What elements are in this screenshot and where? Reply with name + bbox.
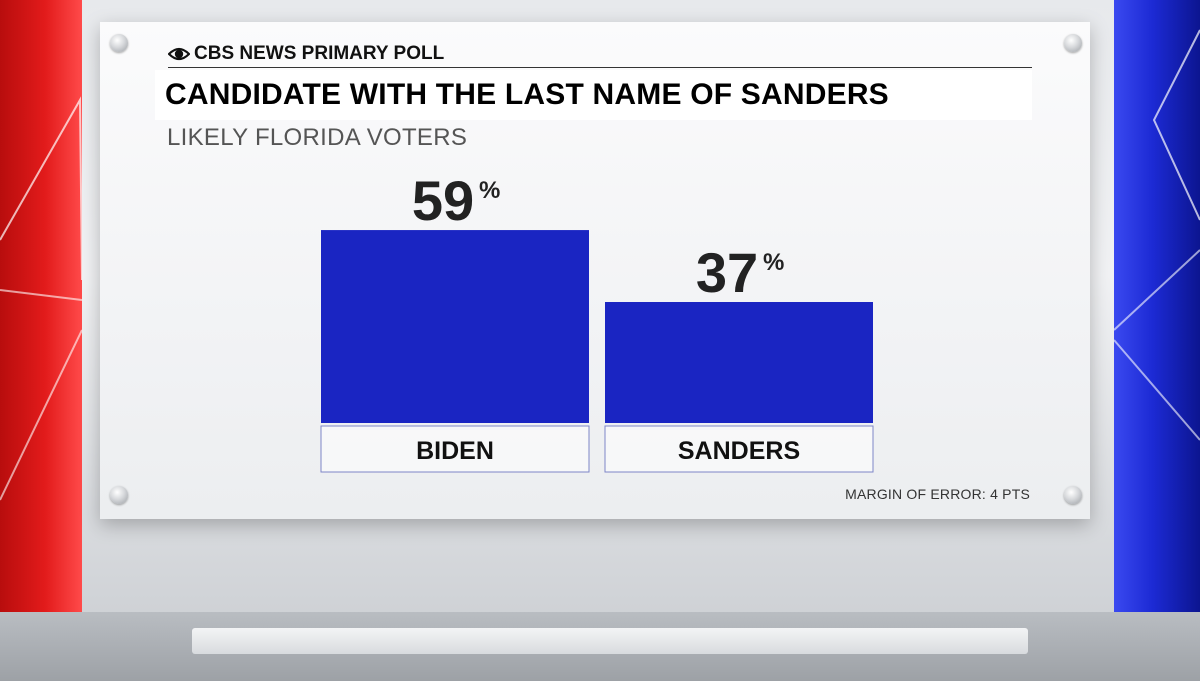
value-label-sanders: 37: [696, 241, 758, 304]
category-box-sanders: [604, 425, 874, 473]
bar-biden: [321, 230, 589, 423]
cbs-eye-icon: [168, 47, 190, 61]
category-label-biden: BIDEN: [416, 437, 494, 465]
value-label-biden: 59: [412, 169, 474, 232]
margin-of-error: MARGIN OF ERROR: 4 PTS: [845, 486, 1030, 502]
screw-icon: [110, 486, 128, 504]
screw-icon: [1064, 486, 1082, 504]
star-outline-icon: [1114, 29, 1200, 441]
title-banner: CANDIDATE WITH THE LAST NAME OF SANDERS: [155, 70, 1032, 120]
red-side-panel: [0, 0, 82, 612]
brand-header: CBS NEWS PRIMARY POLL: [168, 42, 444, 66]
percent-sign-biden: %: [479, 177, 500, 204]
header-divider: [168, 67, 1032, 68]
category-label-sanders: SANDERS: [678, 437, 800, 465]
bar-sanders: [605, 302, 873, 423]
chart-subtitle: LIKELY FLORIDA VOTERS: [167, 124, 468, 151]
studio-ledge: [192, 628, 1028, 654]
percent-sign-sanders: %: [763, 249, 784, 276]
chart-title: CANDIDATE WITH THE LAST NAME OF SANDERS: [165, 78, 889, 111]
blue-side-panel: [1114, 0, 1200, 612]
star-outline-icon: [0, 96, 82, 501]
brand-text: CBS NEWS PRIMARY POLL: [194, 43, 445, 64]
screw-icon: [110, 34, 128, 52]
category-box-biden: [320, 425, 590, 473]
screw-icon: [1064, 34, 1082, 52]
